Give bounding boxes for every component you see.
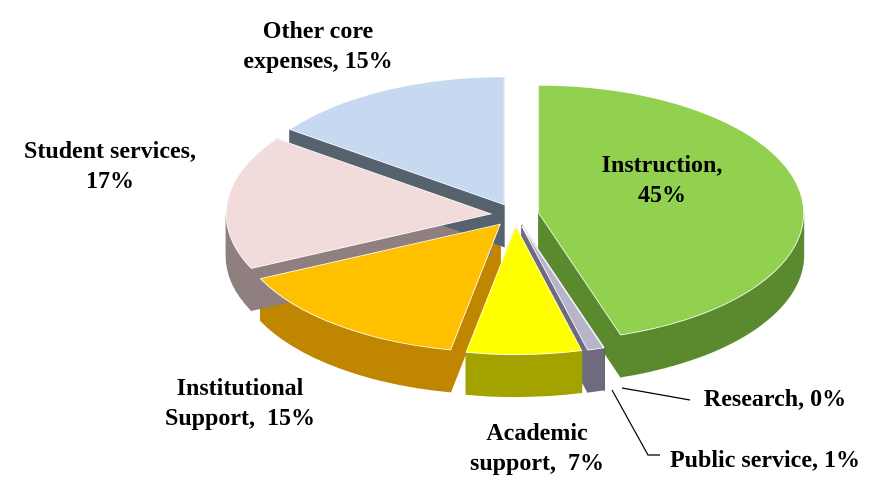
slice-wall [465, 349, 583, 398]
data-label: Academic support, 7% [469, 420, 605, 476]
slice [465, 225, 583, 355]
slice [521, 225, 605, 351]
slice [225, 138, 493, 269]
tops [225, 76, 805, 355]
data-label: Public service, 1% [670, 447, 860, 473]
data-label: Student services, 17% [24, 138, 202, 194]
data-label: Research, 0% [703, 386, 847, 412]
data-label: Other core expenses, 15% [243, 18, 393, 74]
slice [522, 225, 605, 348]
data-label: Institutional Support, 15% [164, 375, 316, 431]
leader-line [621, 387, 691, 401]
slice [288, 76, 505, 206]
slice [538, 84, 805, 336]
data-label: Instruction, 45% [601, 152, 729, 208]
slice [259, 223, 501, 351]
slice-wall [587, 347, 605, 393]
leader-line [611, 389, 660, 456]
